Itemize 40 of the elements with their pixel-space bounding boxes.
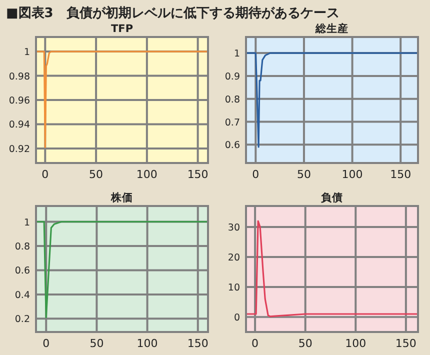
y-tick-label: 0.8 (14, 241, 30, 252)
y-tick-label: 0.8 (224, 94, 240, 106)
chart-title: TFP (110, 23, 134, 35)
y-tick-label: 0.94 (8, 120, 30, 131)
x-tick-label: 100 (136, 337, 158, 350)
x-tick-label: 0 (42, 168, 49, 181)
x-tick-label: 150 (187, 337, 208, 350)
y-tick-label: 0.98 (8, 71, 30, 82)
y-tick-label: 0.6 (224, 140, 240, 152)
x-tick-label: 50 (298, 337, 312, 350)
y-tick-label: 1 (24, 217, 30, 228)
chart-title: 総生産 (314, 22, 348, 35)
chart-title: 株価 (110, 191, 133, 204)
y-tick-label: 20 (228, 252, 240, 264)
y-tick-label: 0.9 (224, 71, 240, 82)
y-tick-label: 0.92 (8, 144, 30, 155)
x-tick-label: 150 (390, 168, 412, 181)
y-tick-label: 10 (228, 282, 240, 294)
x-tick-label: 100 (342, 168, 363, 181)
x-tick-label: 150 (187, 168, 208, 181)
y-tick-label: 1 (24, 47, 30, 58)
x-tick-label: 0 (252, 168, 260, 181)
x-tick-label: 100 (136, 168, 158, 181)
y-tick-label: 30 (228, 222, 240, 234)
x-tick-label: 50 (89, 168, 104, 181)
x-tick-label: 50 (296, 168, 311, 181)
y-tick-label: 0.7 (224, 117, 240, 128)
y-tick-label: 0.6 (14, 266, 30, 277)
y-tick-label: 1 (234, 48, 240, 60)
x-tick-label: 50 (90, 337, 104, 350)
x-tick-label: 150 (395, 337, 416, 350)
y-tick-label: 0 (234, 312, 240, 324)
y-tick-label: 0.2 (14, 314, 30, 326)
text: ■図表3 負債が初期レベルに低下する期待があるケース (6, 5, 340, 21)
x-tick-label: 0 (42, 337, 50, 350)
y-tick-label: 0.4 (14, 290, 30, 301)
chart-title: 負債 (321, 191, 343, 204)
x-tick-label: 100 (345, 337, 366, 350)
y-tick-label: 0.96 (8, 96, 30, 106)
x-tick-label: 0 (252, 337, 259, 350)
